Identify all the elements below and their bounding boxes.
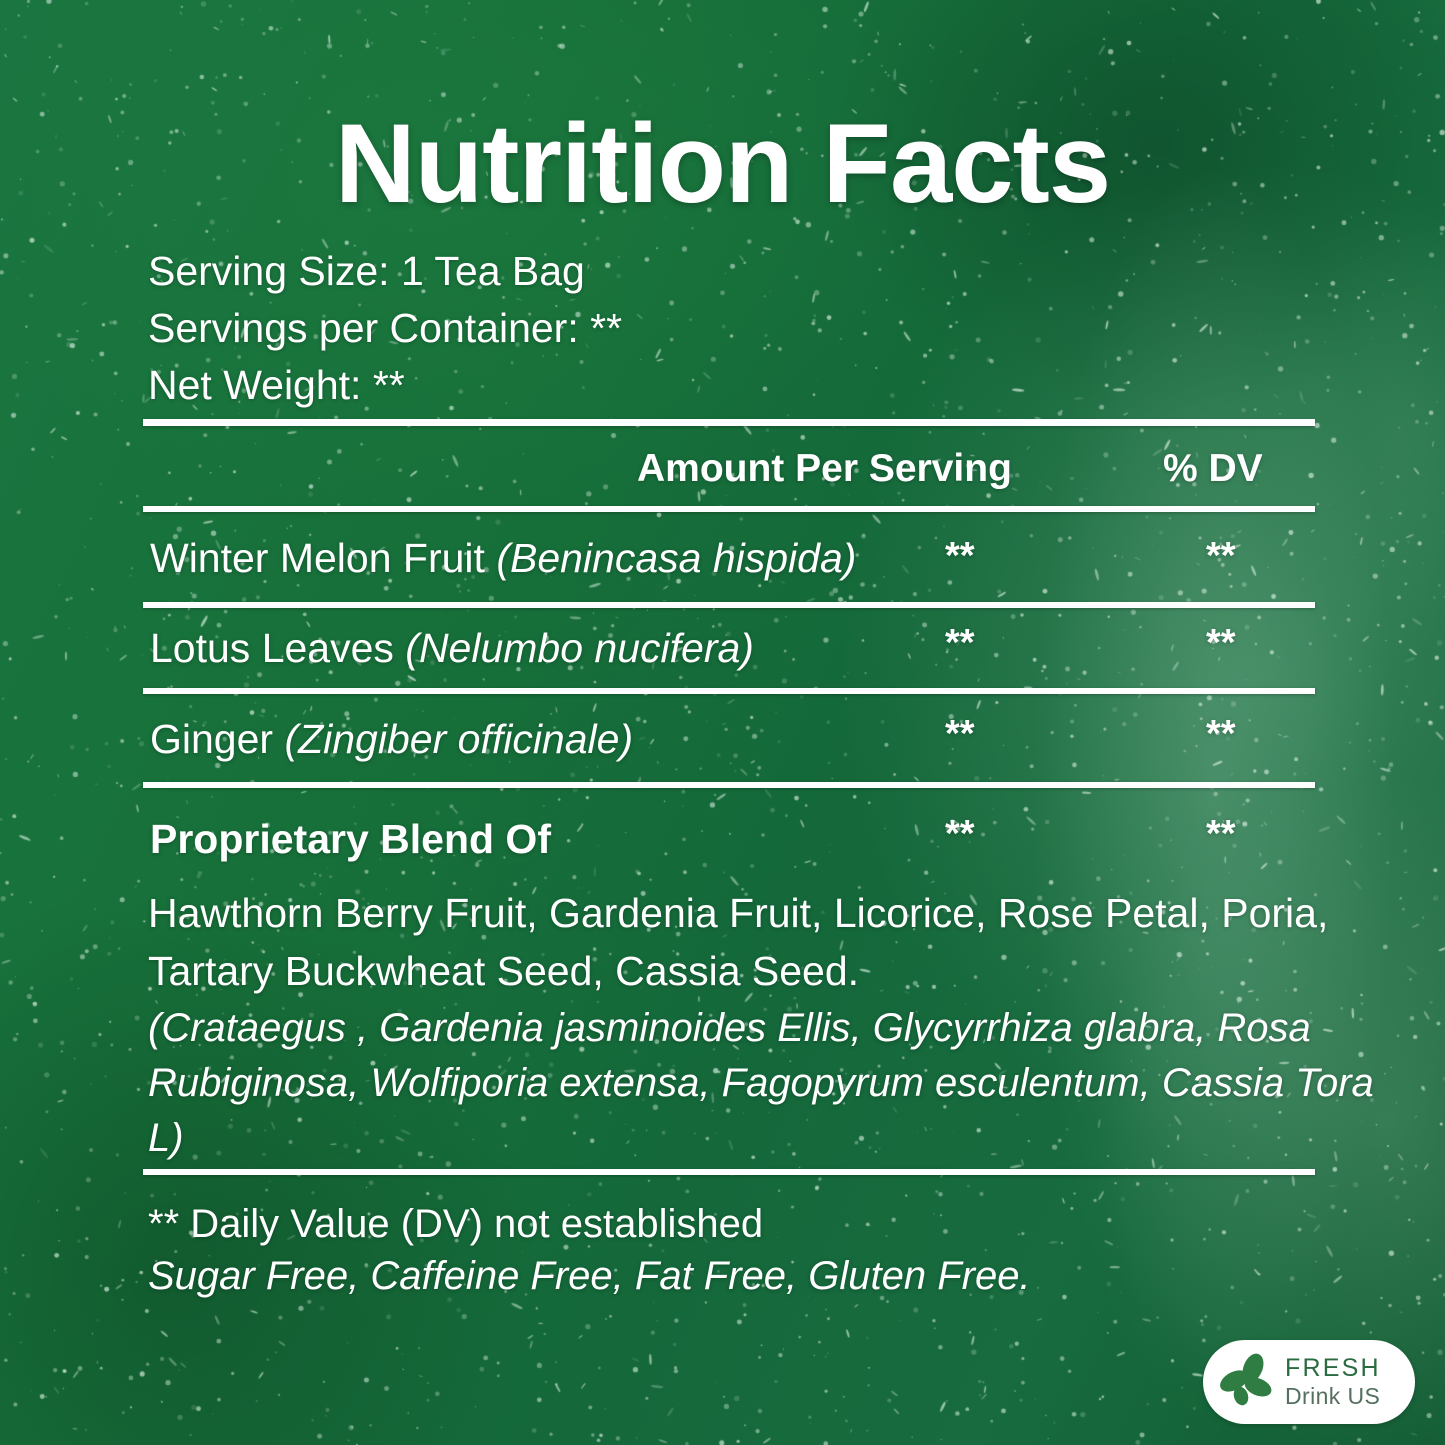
table-row-label-proprietary-blend: Proprietary Blend Of (150, 816, 551, 862)
ingredient-name: Lotus Leaves (150, 625, 406, 671)
blend-scientific-names: (Crataegus , Gardenia jasminoides Ellis,… (148, 1006, 1374, 1160)
serving-info: Serving Size: 1 Tea Bag Servings per Con… (148, 243, 622, 414)
divider-row-1 (143, 602, 1315, 608)
footnote: ** Daily Value (DV) not established Suga… (148, 1198, 1031, 1302)
ingredient-name: Winter Melon Fruit (150, 535, 497, 581)
ingredient-name: Ginger (150, 716, 285, 762)
amount-value: ** (945, 535, 975, 577)
divider-before-footnote (143, 1169, 1315, 1175)
logo-brand-name: FRESH (1285, 1354, 1381, 1382)
divider-row-3 (143, 782, 1315, 788)
dv-value: ** (1206, 535, 1236, 577)
divider-row-2 (143, 688, 1315, 694)
page-title: Nutrition Facts (334, 101, 1111, 226)
table-row-label: Ginger (Zingiber officinale) (150, 716, 633, 763)
amount-value: ** (945, 813, 975, 855)
net-weight-line: Net Weight: ** (148, 362, 405, 408)
brand-logo[interactable]: FRESH Drink US (1203, 1340, 1415, 1424)
leaf-icon (1220, 1353, 1272, 1406)
daily-value-note: ** Daily Value (DV) not established (148, 1202, 764, 1246)
serving-size-line: Serving Size: 1 Tea Bag (148, 248, 585, 294)
servings-per-container-line: Servings per Container: ** (148, 305, 623, 351)
ingredient-scientific-name: (Zingiber officinale) (284, 716, 634, 762)
ingredient-scientific-name: (Nelumbo nucifera) (405, 625, 754, 671)
divider-top (143, 419, 1315, 426)
amount-value: ** (945, 622, 975, 664)
blend-common-names: Hawthorn Berry Fruit, Gardenia Fruit, Li… (148, 890, 1329, 994)
logo-tagline: Drink US (1285, 1383, 1381, 1409)
ingredient-scientific-name: (Benincasa hispida) (496, 535, 857, 581)
free-claims: Sugar Free, Caffeine Free, Fat Free, Glu… (148, 1254, 1031, 1298)
column-header-amount: Amount Per Serving (637, 447, 1012, 490)
column-header-dv: % DV (1163, 447, 1263, 490)
amount-value: ** (945, 713, 975, 755)
logo-text-block: FRESH Drink US (1285, 1356, 1381, 1408)
dv-value: ** (1206, 622, 1236, 664)
table-row-label: Winter Melon Fruit (Benincasa hispida) (150, 535, 856, 582)
table-row-label: Lotus Leaves (Nelumbo nucifera) (150, 625, 754, 672)
divider-after-header (143, 506, 1315, 512)
dv-value: ** (1206, 713, 1236, 755)
dv-value: ** (1206, 813, 1236, 855)
